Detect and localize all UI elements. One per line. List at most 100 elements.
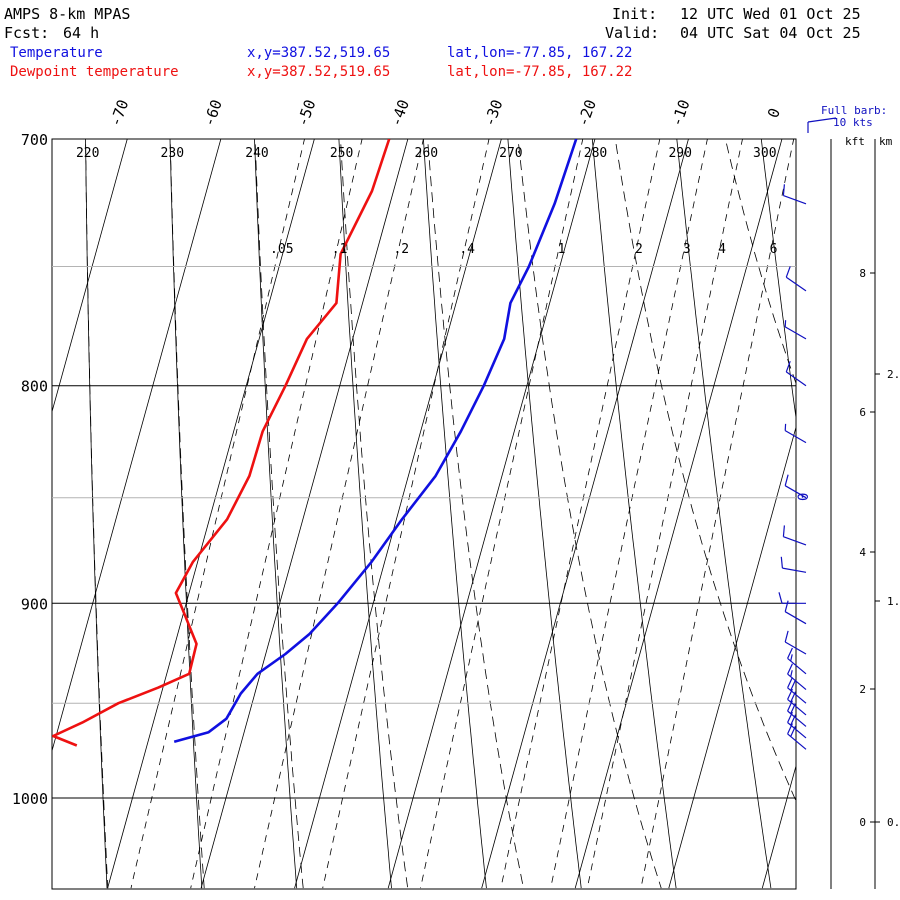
temperature-tick-label: -30 <box>480 97 506 129</box>
mixing-ratio-label: 4 <box>718 242 726 257</box>
wind-barb-staff <box>785 276 807 292</box>
fcst-value: 64 h <box>63 24 99 42</box>
wind-barb-flag <box>778 592 783 604</box>
isotherm-line <box>574 139 783 889</box>
dry-adiabat-label: 260 <box>415 146 438 161</box>
wind-barb-staff <box>784 611 807 625</box>
init-value: 12 UTC Wed 01 Oct 25 <box>680 5 861 23</box>
dry-adiabat-label: 280 <box>584 146 607 161</box>
fcst-label: Fcst: <box>4 24 49 42</box>
moist-adiabat <box>614 139 796 802</box>
isotherm-line <box>668 425 796 889</box>
dry-adiabat-label: 300 <box>753 146 776 161</box>
wind-barb-flag <box>787 663 793 675</box>
dry-adiabat <box>1 112 12 888</box>
isotherm-line <box>481 139 689 889</box>
dewpoint-profile <box>52 139 391 747</box>
moist-adiabat <box>517 139 662 889</box>
wind-barb-staff <box>784 641 807 655</box>
valid-value: 04 UTC Sat 04 Oct 25 <box>680 24 861 42</box>
dry-adiabat-label: 240 <box>245 146 268 161</box>
temperature-tick-label: -60 <box>200 97 226 129</box>
isotherm-line <box>0 112 41 888</box>
wind-barb-flag <box>782 184 785 196</box>
km-tick-label: 2. <box>887 368 900 381</box>
wind-barb-flag <box>787 677 793 689</box>
wind-barb-flag <box>787 688 793 700</box>
kft-tick-label: 8 <box>859 267 866 280</box>
dry-adiabat-label: 270 <box>499 146 522 161</box>
isotherm-line <box>387 139 596 889</box>
legend-dewpoint: Dewpoint temperature <box>10 64 179 80</box>
wind-barb-flag <box>790 714 797 726</box>
wind-barb-flag <box>785 360 791 373</box>
barb-legend-flag <box>807 117 837 123</box>
wind-barb-flag <box>784 600 789 612</box>
legend-dewpoint-xy: x,y=387.52,519.65 <box>247 64 390 80</box>
isotherm-line <box>52 139 128 414</box>
temperature-tick-label: -40 <box>387 97 413 129</box>
dry-adiabat-label: 230 <box>161 146 184 161</box>
wind-barb-flag <box>790 725 797 737</box>
barb-note-line1: Full barb: <box>821 104 887 117</box>
legend-temperature-latlon: lat,lon=-77.85, 167.22 <box>447 45 632 61</box>
mixing-ratio-label: 3 <box>683 242 691 257</box>
dry-adiabat-label: 290 <box>668 146 691 161</box>
wind-barb-flag <box>787 711 793 723</box>
wind-barb-flag <box>780 556 783 569</box>
wind-barb-flag <box>785 266 791 278</box>
valid-label: Valid: <box>605 24 659 42</box>
barb-note-line2: 10 kts <box>833 116 873 129</box>
wind-barb-flag <box>790 679 797 691</box>
pressure-tick-label: 700 <box>21 131 48 149</box>
kft-tick-label: 0 <box>859 816 866 829</box>
isotherm-line <box>107 139 315 889</box>
wind-barb-flag <box>787 700 793 712</box>
isotherm-line <box>52 139 222 753</box>
isotherm-line <box>200 139 409 889</box>
temperature-tick-label: -50 <box>293 97 319 129</box>
wind-barb-staff <box>783 536 807 546</box>
temperature-tick-label: -10 <box>667 97 693 129</box>
pressure-tick-label: 900 <box>21 595 48 613</box>
legend-temperature-xy: x,y=387.52,519.65 <box>247 45 390 61</box>
legend-temperature: Temperature <box>10 45 103 61</box>
init-label: Init: <box>612 5 657 23</box>
km-tick-label: 0. <box>887 816 900 829</box>
kft-tick-label: 2 <box>859 683 866 696</box>
temperature-tick-label: -20 <box>574 97 600 129</box>
wind-barb-flag <box>790 691 797 703</box>
wind-barb-flag <box>790 702 797 714</box>
temperature-tick-label: 0 <box>764 106 784 121</box>
pressure-tick-label: 800 <box>21 378 48 396</box>
mixing-ratio-label: .1 <box>332 242 348 257</box>
wind-barb-flag <box>787 723 793 735</box>
temperature-profile <box>173 139 578 743</box>
plot-frame <box>51 138 797 890</box>
mixing-ratio-label: .4 <box>459 242 475 257</box>
mixing-ratio-label: 2 <box>635 242 643 257</box>
dry-adiabat <box>842 112 900 888</box>
wind-barb-staff <box>785 371 807 387</box>
wind-barb-flag <box>790 654 793 662</box>
km-label: km <box>879 135 893 148</box>
isotherm-line <box>294 139 502 889</box>
mixing-ratio-label: 1 <box>558 242 566 257</box>
kft-tick-label: 4 <box>859 546 866 559</box>
wind-marker: 0 <box>796 493 812 501</box>
kft-label: kft <box>845 135 865 148</box>
temperature-tick-label: -70 <box>106 97 132 129</box>
kft-tick-label: 6 <box>859 406 866 419</box>
legend-dewpoint-latlon: lat,lon=-77.85, 167.22 <box>447 64 632 80</box>
wind-barb-flag <box>790 670 793 677</box>
mixing-ratio-label: .2 <box>393 242 409 257</box>
wind-barb-flag <box>784 630 789 643</box>
wind-barb-flag <box>784 474 789 486</box>
dry-adiabat-label: 250 <box>330 146 353 161</box>
pressure-tick-label: 1000 <box>12 790 48 808</box>
wind-barb-flag <box>782 525 785 537</box>
model-title: AMPS 8-km MPAS <box>4 5 130 23</box>
wind-barb-staff <box>783 195 807 205</box>
wind-barb-staff <box>784 485 807 499</box>
wind-barb-staff <box>784 326 807 340</box>
